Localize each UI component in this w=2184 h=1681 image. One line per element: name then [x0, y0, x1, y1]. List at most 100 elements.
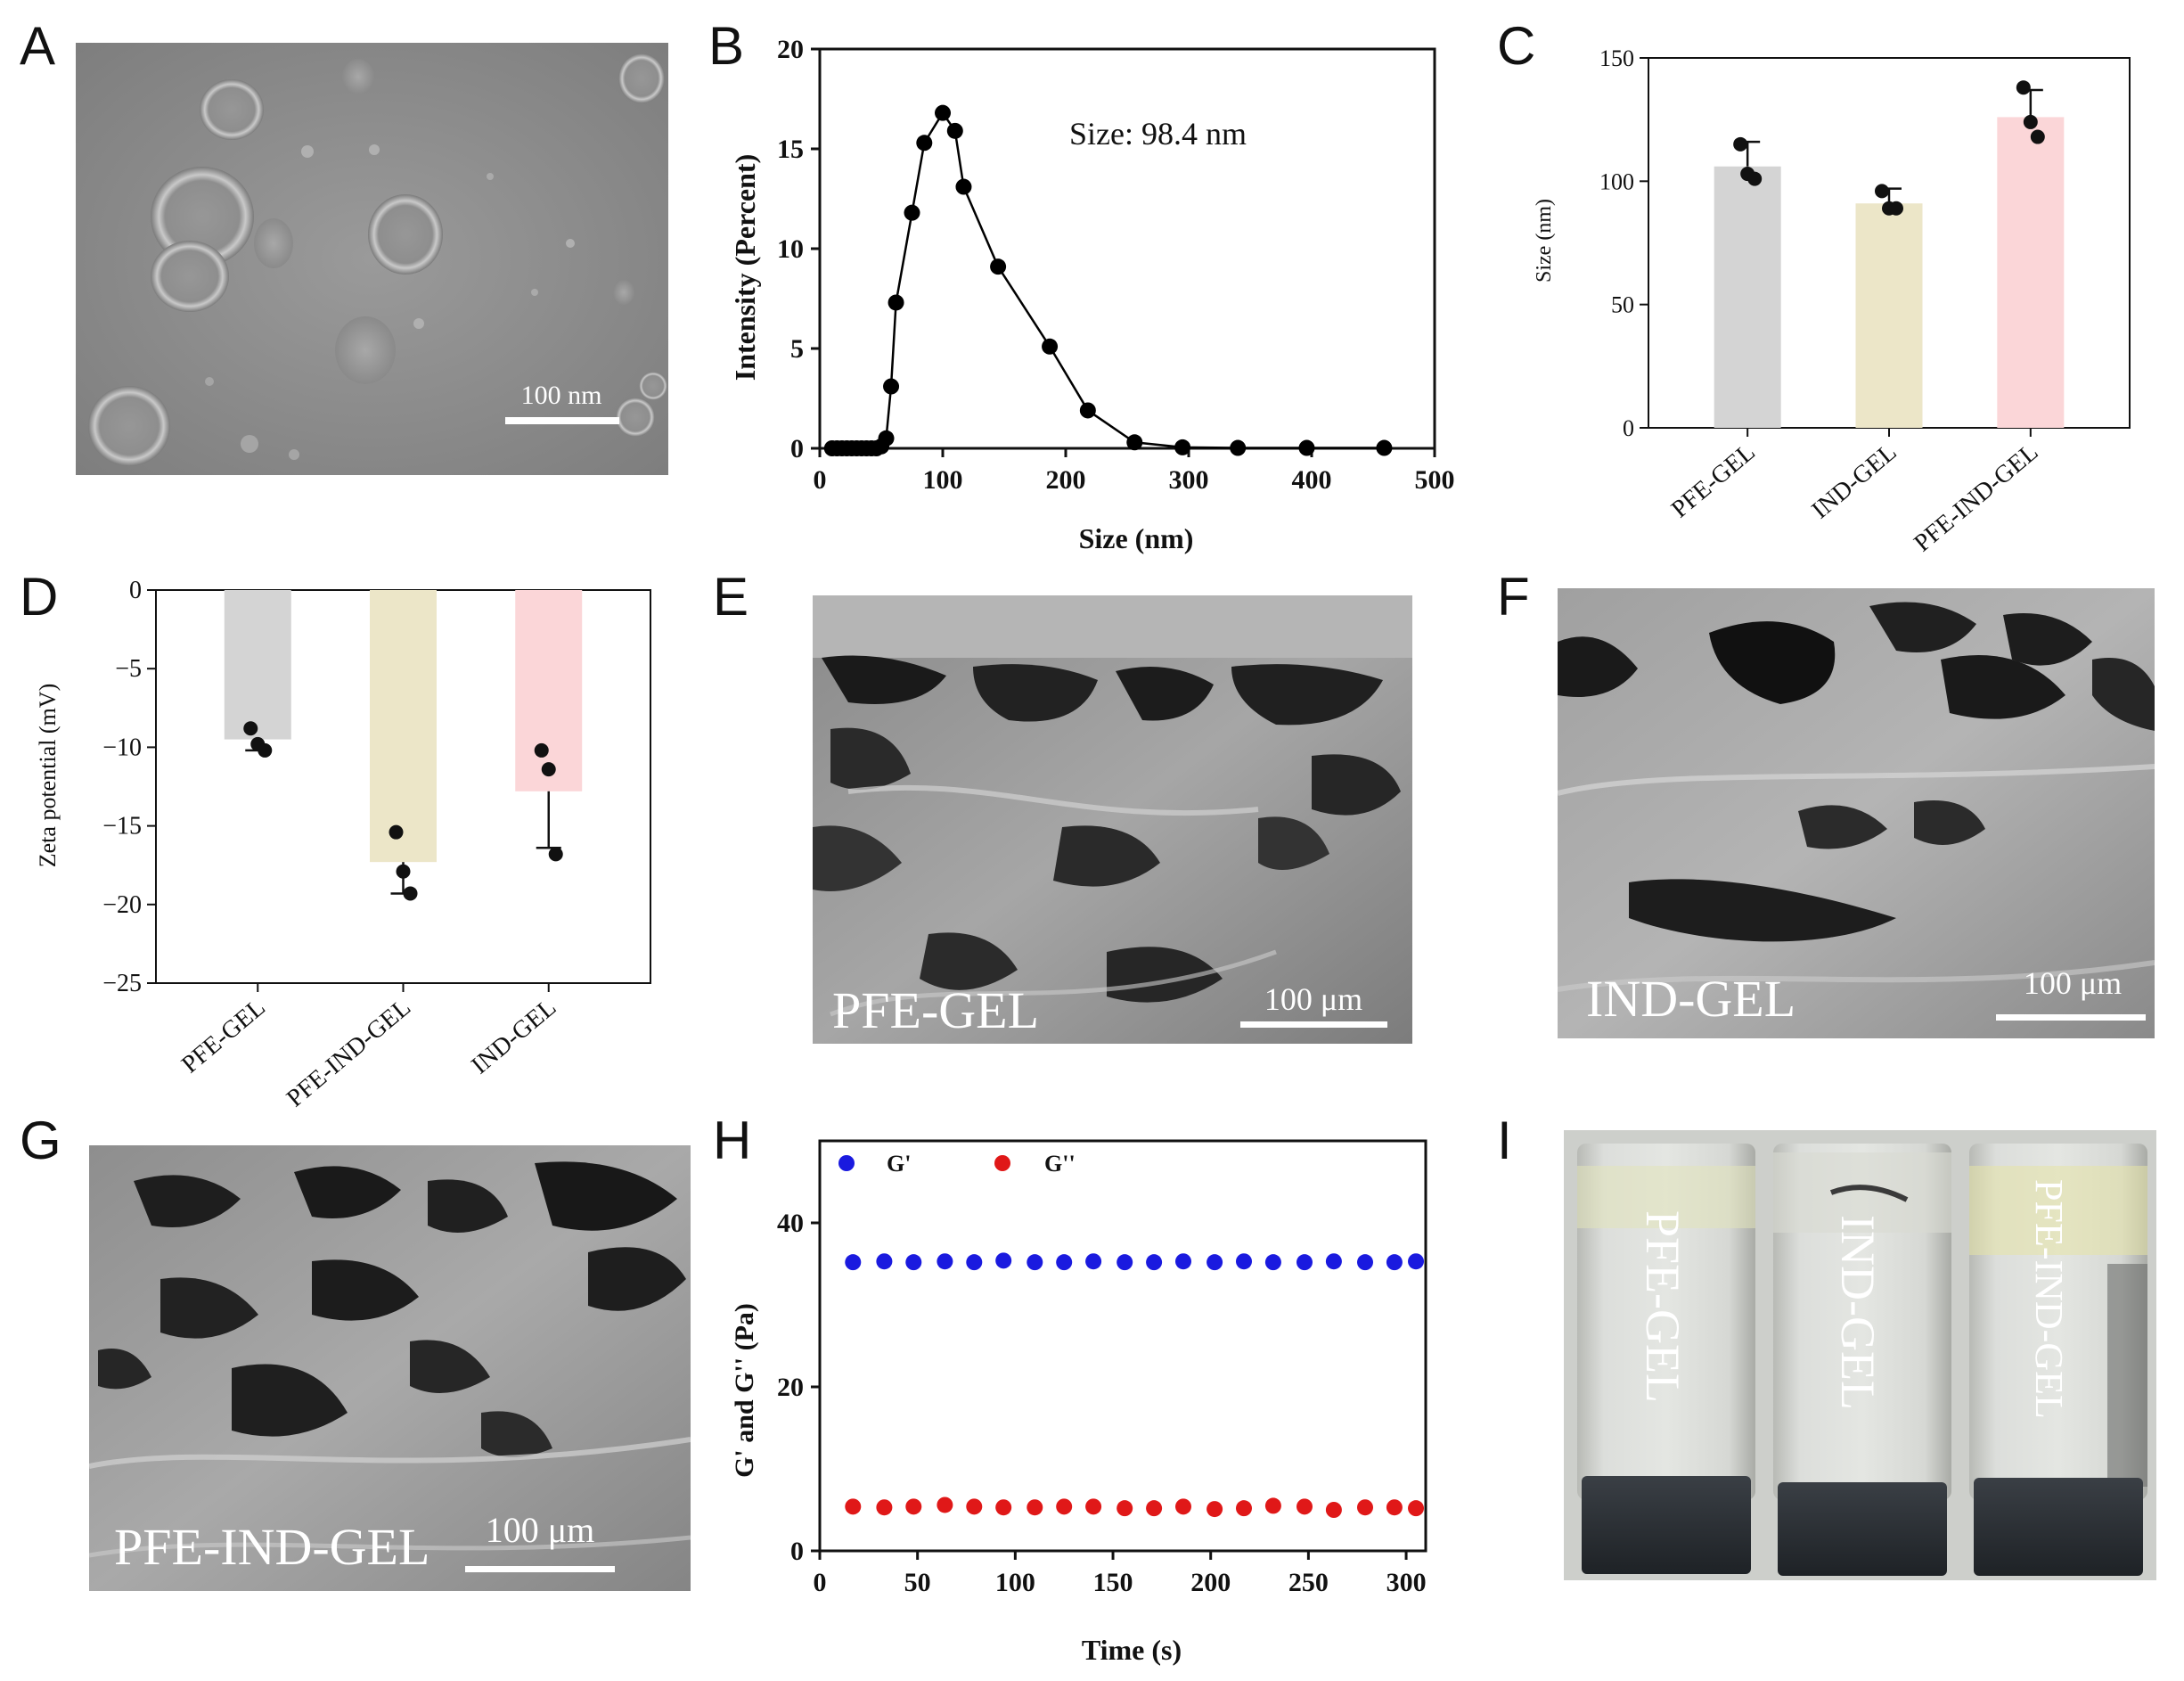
vial-label: IND-GEL [1831, 1215, 1885, 1410]
data-point [1042, 338, 1059, 355]
dls-size-chart: 0 100 200 300 400 500 0 5 10 15 20 Size: 98.4 nm S… [729, 35, 1455, 554]
g-double-prime-point [1175, 1498, 1191, 1515]
g-prime-point [1027, 1254, 1043, 1271]
sample-label: IND-GEL [1586, 970, 1795, 1028]
replicate-point [1733, 136, 1748, 152]
data-point [1079, 402, 1096, 419]
data-point [1174, 439, 1191, 455]
x-tick-label: 200 [1190, 1568, 1231, 1597]
bar [515, 590, 583, 791]
g-prime-point [1386, 1254, 1403, 1271]
x-category-label: PFE-GEL [176, 994, 271, 1079]
y-axis-label: Intensity (Percent) [729, 154, 761, 381]
data-point [878, 430, 895, 447]
x-axis-label: Size (nm) [1079, 522, 1194, 554]
replicate-point [2023, 114, 2038, 129]
data-point [916, 135, 933, 152]
legend: G' G'' [838, 1151, 1076, 1177]
y-tick-label: 0 [1623, 415, 1634, 441]
sem-image-pfe-ind-gel: 100 μm PFE-IND-GEL [89, 1145, 691, 1591]
tem-image: 100 nm [76, 43, 668, 475]
data-point [904, 204, 920, 221]
replicate-point [534, 742, 549, 758]
replicate-point [396, 864, 411, 879]
y-tick-label: 20 [777, 1373, 804, 1402]
replicate-point [1747, 171, 1763, 186]
x-category-label: PFE-GEL [1666, 439, 1761, 524]
data-point [990, 258, 1007, 275]
sem-image-ind-gel: 100 μm IND-GEL [1558, 588, 2155, 1038]
data-point [955, 178, 972, 195]
x-tick-label: 300 [1169, 465, 1209, 495]
replicate-point [243, 721, 258, 736]
g-prime-point [1236, 1253, 1252, 1270]
size-bar-chart: 0 50 100 150 PFE-GEL IND-GEL PFE-IND-GEL Size … [1533, 45, 2131, 558]
g-prime-point [1264, 1254, 1281, 1271]
g-double-prime-point [1207, 1501, 1223, 1518]
data-point [1230, 439, 1247, 456]
vial-pfe-gel: PFE-GEL [1577, 1144, 1755, 1574]
replicate-point [541, 762, 556, 777]
g-prime-point [905, 1254, 922, 1271]
replicate-point [2030, 129, 2045, 144]
y-tick-label: 15 [777, 135, 804, 164]
scale-bar [505, 417, 619, 424]
replicate-point [548, 847, 563, 862]
scale-bar-label: 100 μm [486, 1510, 595, 1550]
panel-letter-d: D [20, 567, 59, 627]
replicate-point [258, 742, 273, 758]
x-tick-label: 500 [1415, 465, 1455, 495]
g-prime-point [1408, 1253, 1425, 1270]
y-tick-label: 0 [129, 577, 142, 604]
legend-label-g-prime: G' [887, 1151, 911, 1177]
scale-bar [1996, 1014, 2146, 1021]
replicate-point [2016, 80, 2031, 95]
x-category-label: PFE-IND-GEL [1909, 439, 2043, 558]
panel-letter-c: C [1497, 16, 1536, 76]
legend-marker-g-prime [838, 1155, 855, 1171]
g-double-prime-point [1027, 1499, 1043, 1516]
panel-letter-f: F [1497, 567, 1530, 627]
sem-micrograph: 100 μm IND-GEL [1558, 588, 2155, 1038]
g-double-prime-point [876, 1499, 893, 1516]
vial-label: PFE-IND-GEL [2027, 1179, 2071, 1419]
legend-label-g-double-prime: G'' [1044, 1151, 1076, 1177]
bar [370, 590, 437, 863]
x-category-label: IND-GEL [466, 994, 561, 1080]
x-tick-label: 400 [1292, 465, 1332, 495]
x-category-label: PFE-IND-GEL [282, 994, 416, 1113]
g-double-prime-point [995, 1499, 1012, 1516]
g-double-prime-point [1056, 1498, 1073, 1515]
g-double-prime-point [1085, 1498, 1102, 1515]
x-tick-label: 50 [904, 1568, 931, 1597]
x-tick-label: 0 [814, 1568, 827, 1597]
vial-ind-gel: IND-GEL [1773, 1144, 1951, 1576]
g-prime-point [1207, 1254, 1223, 1271]
vial-pfe-ind-gel: PFE-IND-GEL [1969, 1144, 2147, 1576]
g-double-prime-point [1264, 1497, 1281, 1514]
sem-micrograph: 100 μm PFE-IND-GEL [89, 1145, 691, 1591]
y-tick-label: 0 [790, 1537, 804, 1566]
sample-label: PFE-IND-GEL [114, 1518, 429, 1576]
x-tick-label: 0 [814, 465, 827, 495]
x-tick-label: 250 [1288, 1568, 1329, 1597]
y-tick-label: 100 [1599, 168, 1634, 194]
data-point [888, 294, 904, 311]
g-prime-point [876, 1253, 893, 1270]
g-prime-point [1357, 1254, 1373, 1271]
sem-micrograph: 100 μm PFE-GEL [813, 595, 1412, 1044]
bar [224, 590, 291, 740]
series-line [831, 111, 1385, 450]
data-point [1126, 434, 1143, 451]
g-prime-point [995, 1252, 1012, 1269]
zeta-potential-chart: 0 −5 −10 −15 −20 −25 PFE-GEL PFE-IND-GEL IND-GEL… [35, 577, 651, 1113]
g-prime-point [1175, 1253, 1191, 1270]
g-prime-point [1085, 1253, 1102, 1270]
y-tick-label: 50 [1611, 292, 1634, 318]
x-category-label: IND-GEL [1807, 439, 1902, 525]
y-tick-label: −10 [102, 734, 142, 761]
plot-frame [818, 47, 1436, 450]
y-tick-label: 10 [777, 234, 804, 264]
y-axis-label: G' and G'' (Pa) [730, 1303, 759, 1478]
scale-bar-label: 100 μm [1264, 981, 1362, 1017]
